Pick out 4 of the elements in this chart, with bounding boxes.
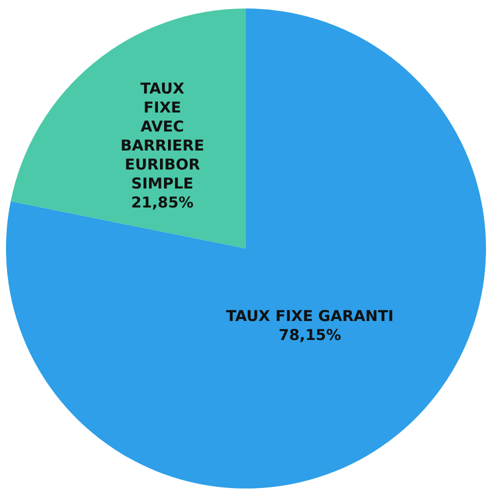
data-label: 21,85%	[131, 193, 194, 212]
slice-label: TAUX FIXE AVEC BARRIERE EURIBOR SIMPLE	[120, 79, 204, 192]
slice-label: TAUX FIXE GARANTI	[226, 306, 394, 325]
data-label: 78,15%	[278, 326, 342, 344]
